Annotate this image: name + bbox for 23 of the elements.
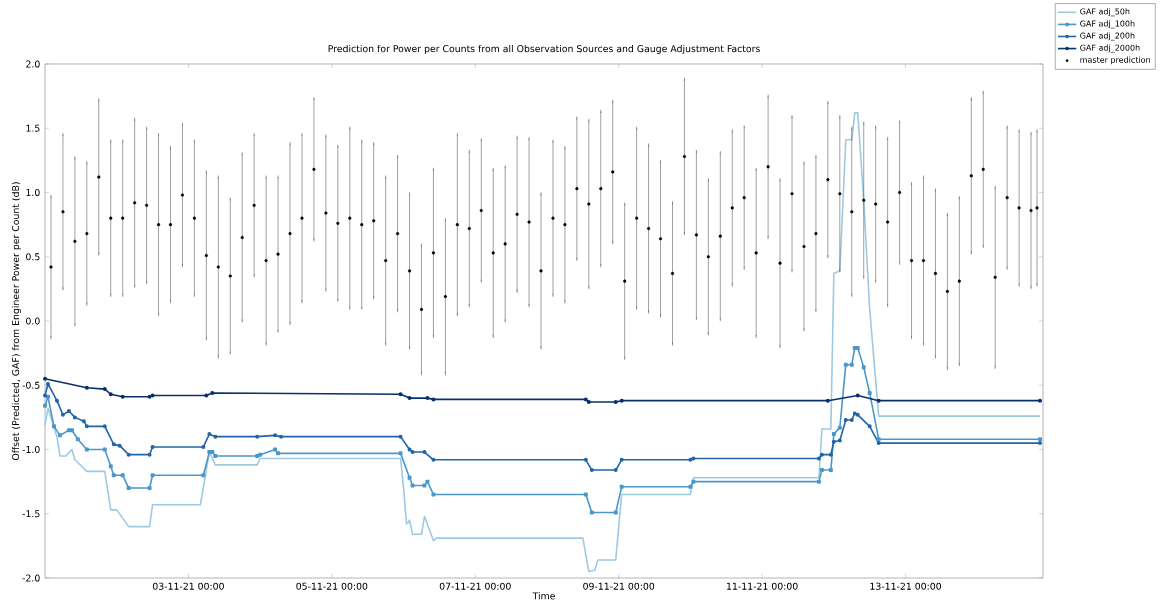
x-tick-label: 05-11-21 00:00 (296, 582, 368, 590)
legend-label: GAF adj_100h (1080, 20, 1135, 29)
x-tick-label: 13-11-21 00:00 (870, 582, 942, 590)
legend-label: GAF adj_200h (1080, 32, 1135, 41)
y-tick-label: -0.5 (22, 381, 40, 389)
y-tick-label: -1.0 (22, 445, 40, 454)
y-tick-label: -2.0 (22, 574, 40, 582)
y-tick-label: 2.0 (26, 60, 40, 68)
chart-title: Prediction for Power per Counts from all Observation Sources and Gauge Adjustment Factors (328, 44, 760, 54)
x-tick-label: 09-11-21 00:00 (583, 582, 655, 590)
x-tick-label: 03-11-21 00:00 (152, 582, 224, 590)
y-tick-label: 1.0 (26, 188, 40, 197)
legend-label: GAF adj_2000h (1080, 44, 1140, 53)
y-tick-label: -1.5 (22, 510, 40, 518)
x-axis-title: Time (532, 592, 555, 600)
y-tick-label: 0.0 (26, 317, 40, 325)
y-tick-label: 0.5 (26, 253, 40, 261)
y-tick-label: 1.5 (26, 124, 40, 132)
y-axis-title: Offset (Predicted, GAF) from Engineer Power per Count (dB) (11, 182, 21, 461)
x-tick-label: 07-11-21 00:00 (439, 582, 511, 590)
legend-label: master prediction (1080, 56, 1150, 65)
legend-label: GAF adj_50h (1080, 8, 1130, 17)
x-tick-label: 11-11-21 00:00 (727, 582, 798, 590)
